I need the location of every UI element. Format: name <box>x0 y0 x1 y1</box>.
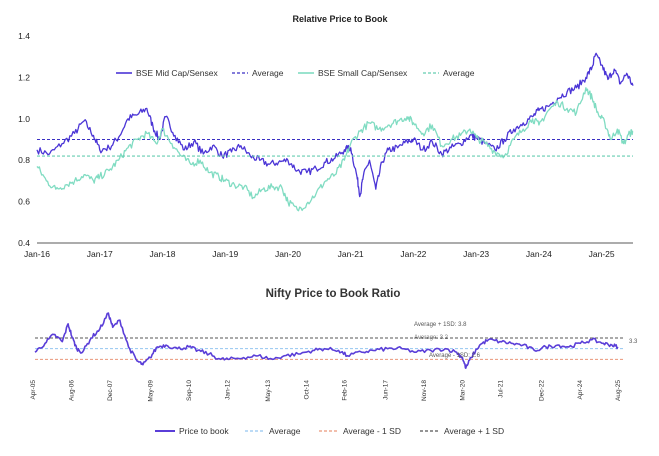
chart1-ytick-label: 0.4 <box>18 238 30 248</box>
chart2-xtick-label: Sep-10 <box>186 380 193 401</box>
chart1-xtick-label: Jan-25 <box>589 249 615 259</box>
annotation-last-value: 3.3 <box>629 339 638 345</box>
chart1-plot-area <box>36 52 634 212</box>
chart2-xtick-label: May-13 <box>265 380 272 402</box>
chart1-xtick-label: Jan-21 <box>338 249 364 259</box>
chart1-title: Relative Price to Book <box>292 14 388 24</box>
chart2-xtick-label: Jul-21 <box>498 380 505 398</box>
chart2-xtick-label: Oct-14 <box>303 380 310 400</box>
chart1-ytick-label: 1.2 <box>18 72 30 82</box>
chart2-xtick-label: Mar-20 <box>459 380 466 401</box>
chart1-series-line-0 <box>36 52 634 198</box>
chart2-xtick-label: Nov-18 <box>421 380 428 401</box>
chart1-xtick-label: Jan-18 <box>149 249 175 259</box>
chart1-y-axis: 0.4 0.6 0.8 1.0 1.2 1.4 <box>18 31 30 248</box>
chart1-xtick-label: Jan-20 <box>275 249 301 259</box>
chart1-legend: BSE Mid Cap/Sensex Average BSE Small Cap… <box>116 68 475 78</box>
chart2-xtick-label: May-09 <box>147 380 154 402</box>
chart2-xtick-label: Aug-06 <box>68 380 75 401</box>
chart2-xtick-label: Feb-16 <box>342 380 349 401</box>
chart-nifty-pb: Nifty Price to Book Ratio Apr-05 Aug-06 De… <box>30 288 638 436</box>
chart1-ytick-label: 0.8 <box>18 155 30 165</box>
chart1-xtick-label: Jan-19 <box>212 249 238 259</box>
chart1-xtick-label: Jan-16 <box>24 249 50 259</box>
chart2-xtick-label: Dec-22 <box>539 380 546 401</box>
chart2-legend: Price to book Average Average - 1 SD Ave… <box>155 426 504 436</box>
legend-label-midcap-avg: Average <box>252 68 284 78</box>
chart1-ytick-label: 1.0 <box>18 114 30 124</box>
chart-relative-pb: Relative Price to Book 0.4 0.6 0.8 1.0 1.2 1.… <box>18 14 634 259</box>
legend-label-pb-minus: Average - 1 SD <box>343 426 401 436</box>
chart1-series-line-2 <box>36 87 634 212</box>
chart2-xtick-label: Jan-12 <box>224 380 231 400</box>
legend-label-pb: Price to book <box>179 426 229 436</box>
legend-label-pb-avg: Average <box>269 426 301 436</box>
annotation-average: Average: 3.2 <box>414 335 449 341</box>
chart1-xtick-label: Jan-22 <box>400 249 426 259</box>
chart1-xtick-label: Jan-23 <box>463 249 489 259</box>
chart1-ytick-label: 0.6 <box>18 197 30 207</box>
legend-label-smallcap-avg: Average <box>443 68 475 78</box>
chart2-x-axis: Apr-05 Aug-06 Dec-07 May-09 Sep-10 Jan-12 May-… <box>30 380 622 402</box>
legend-label-midcap: BSE Mid Cap/Sensex <box>136 68 218 78</box>
chart2-xtick-label: Dec-07 <box>107 380 114 401</box>
legend-label-smallcap: BSE Small Cap/Sensex <box>318 68 408 78</box>
annotation-plus-1sd: Average + 1SD: 3.8 <box>414 322 467 328</box>
chart2-plot-area <box>34 312 619 370</box>
legend-label-pb-plus: Average + 1 SD <box>444 426 504 436</box>
chart1-x-axis: Jan-16 Jan-17 Jan-18 Jan-19 Jan-20 Jan-21 Jan-… <box>24 249 615 259</box>
chart2-title: Nifty Price to Book Ratio <box>266 288 401 300</box>
annotation-minus-1sd: Average - 1SD: 2.6 <box>429 353 481 359</box>
chart2-xtick-label: Aug-25 <box>615 380 622 401</box>
chart1-xtick-label: Jan-24 <box>526 249 552 259</box>
chart1-xtick-label: Jan-17 <box>87 249 113 259</box>
chart2-xtick-label: Apr-24 <box>577 380 584 400</box>
chart1-ytick-label: 1.4 <box>18 31 30 41</box>
chart2-xtick-label: Jun-17 <box>383 380 390 400</box>
chart2-series-price-to-book <box>34 312 619 370</box>
chart2-xtick-label: Apr-05 <box>30 380 37 400</box>
